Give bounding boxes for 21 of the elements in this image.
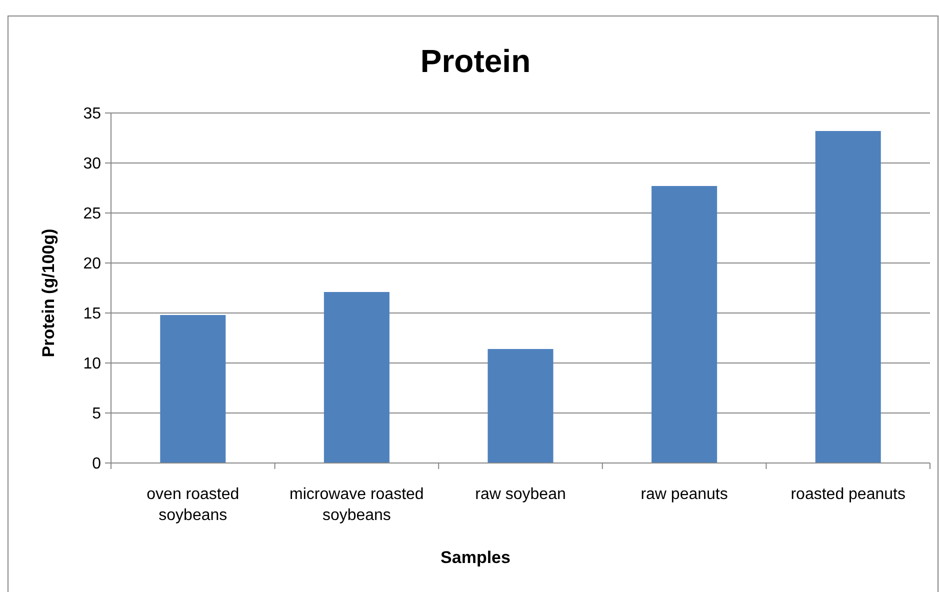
x-tick-label: raw peanuts [640,486,728,503]
y-tick-label: 0 [92,456,102,473]
bar [652,186,718,463]
x-tick-label: oven roasted soybeans [146,486,240,524]
bar [160,315,226,463]
y-tick-label: 10 [83,356,102,373]
bar [815,131,881,463]
x-tick-label: raw soybean [475,486,566,503]
x-tick-label: roasted peanuts [790,486,906,503]
bar [488,349,554,463]
chart-title: Protein [420,43,531,79]
y-axis-title: Protein (g/100g) [39,228,58,358]
y-tick-label: 20 [83,256,102,273]
x-tick-label: microwave roasted soybeans [290,486,424,524]
bar [324,292,390,463]
y-tick-label: 15 [83,306,102,323]
x-axis-title: Samples [440,548,510,567]
y-tick-label: 35 [83,106,102,123]
y-tick-label: 5 [92,406,102,423]
y-tick-label: 25 [83,206,102,223]
y-tick-label: 30 [83,156,102,173]
